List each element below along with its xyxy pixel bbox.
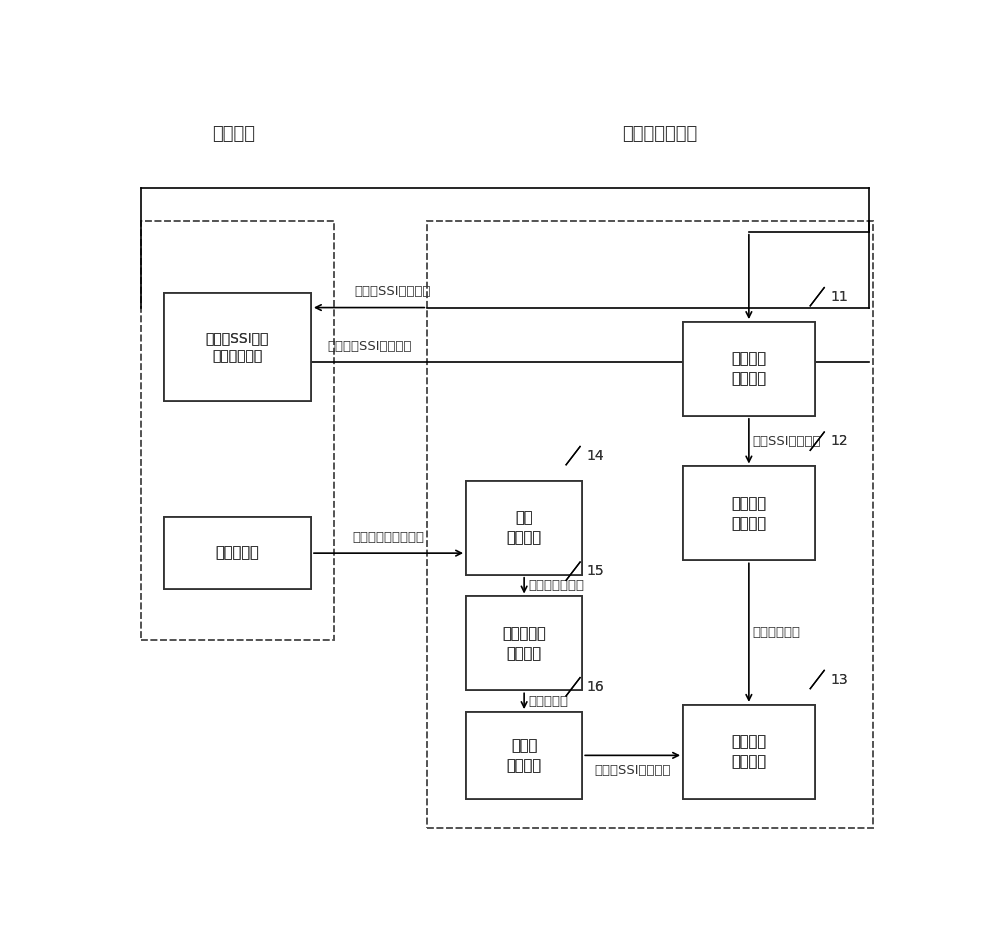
Bar xyxy=(466,597,582,690)
Bar xyxy=(683,466,815,560)
Text: 12: 12 xyxy=(830,434,848,448)
Text: 格雷码
转换模块: 格雷码 转换模块 xyxy=(507,738,542,773)
Text: 检测发送时序: 检测发送时序 xyxy=(753,626,801,639)
Bar xyxy=(140,221,334,640)
Text: 控制台手柄: 控制台手柄 xyxy=(216,546,259,561)
Text: 仿真信号
输出模块: 仿真信号 输出模块 xyxy=(731,734,766,769)
Bar xyxy=(466,481,582,575)
Bar xyxy=(466,712,582,799)
Bar xyxy=(427,221,873,827)
Text: 13: 13 xyxy=(830,673,848,687)
Text: 编码器数值
计算模块: 编码器数值 计算模块 xyxy=(502,626,546,661)
Text: 发出同步SSI时钟信号: 发出同步SSI时钟信号 xyxy=(327,340,411,353)
Text: 编码器SSI仿真信号: 编码器SSI仿真信号 xyxy=(354,285,431,298)
Text: 装卸料机: 装卸料机 xyxy=(212,126,255,144)
Text: 11: 11 xyxy=(830,290,848,304)
Bar xyxy=(466,481,582,575)
Text: 16: 16 xyxy=(586,680,604,694)
Bar xyxy=(683,322,815,416)
Bar xyxy=(140,221,334,640)
Bar xyxy=(683,704,815,799)
Text: 仿真信号
输出模块: 仿真信号 输出模块 xyxy=(731,734,766,769)
Bar xyxy=(683,466,815,560)
Text: 13: 13 xyxy=(830,673,848,687)
Text: 时钟信号
采集模块: 时钟信号 采集模块 xyxy=(731,352,766,386)
Text: 同步SSI时钟信号: 同步SSI时钟信号 xyxy=(753,434,821,447)
Text: 编码器数值
计算模块: 编码器数值 计算模块 xyxy=(502,626,546,661)
Text: 装卸料机模拟机: 装卸料机模拟机 xyxy=(622,126,697,144)
Bar xyxy=(683,704,815,799)
Text: 15: 15 xyxy=(586,564,604,578)
Bar xyxy=(164,517,311,589)
Text: 格雷码
转换模块: 格雷码 转换模块 xyxy=(507,738,542,773)
Text: 编码器SSI仿真
信号接收设备: 编码器SSI仿真 信号接收设备 xyxy=(206,331,269,364)
Text: 编码器SSI仿真信号: 编码器SSI仿真信号 xyxy=(594,764,671,777)
Text: 发出速度和方向信号: 发出速度和方向信号 xyxy=(352,531,424,544)
Text: 12: 12 xyxy=(830,434,848,448)
Text: 时钟信号
检测模块: 时钟信号 检测模块 xyxy=(731,496,766,531)
Text: 速度
采集模块: 速度 采集模块 xyxy=(507,510,542,545)
Text: 11: 11 xyxy=(830,290,848,304)
Text: 编码器数值: 编码器数值 xyxy=(528,695,568,707)
Text: 16: 16 xyxy=(586,680,604,694)
Text: 时钟信号
检测模块: 时钟信号 检测模块 xyxy=(731,496,766,531)
Bar xyxy=(466,712,582,799)
Text: 时钟信号
采集模块: 时钟信号 采集模块 xyxy=(731,352,766,386)
Bar xyxy=(164,517,311,589)
Text: 速度
采集模块: 速度 采集模块 xyxy=(507,510,542,545)
Text: 编码器SSI仿真
信号接收设备: 编码器SSI仿真 信号接收设备 xyxy=(206,331,269,364)
Text: 15: 15 xyxy=(586,564,604,578)
Text: 控制台手柄: 控制台手柄 xyxy=(216,546,259,561)
Text: 14: 14 xyxy=(586,448,604,462)
Bar xyxy=(164,293,311,401)
Bar xyxy=(164,293,311,401)
Bar xyxy=(683,322,815,416)
Text: 速度和方向信号: 速度和方向信号 xyxy=(528,579,584,592)
Text: 14: 14 xyxy=(586,448,604,462)
Bar xyxy=(466,597,582,690)
Bar xyxy=(427,221,873,827)
